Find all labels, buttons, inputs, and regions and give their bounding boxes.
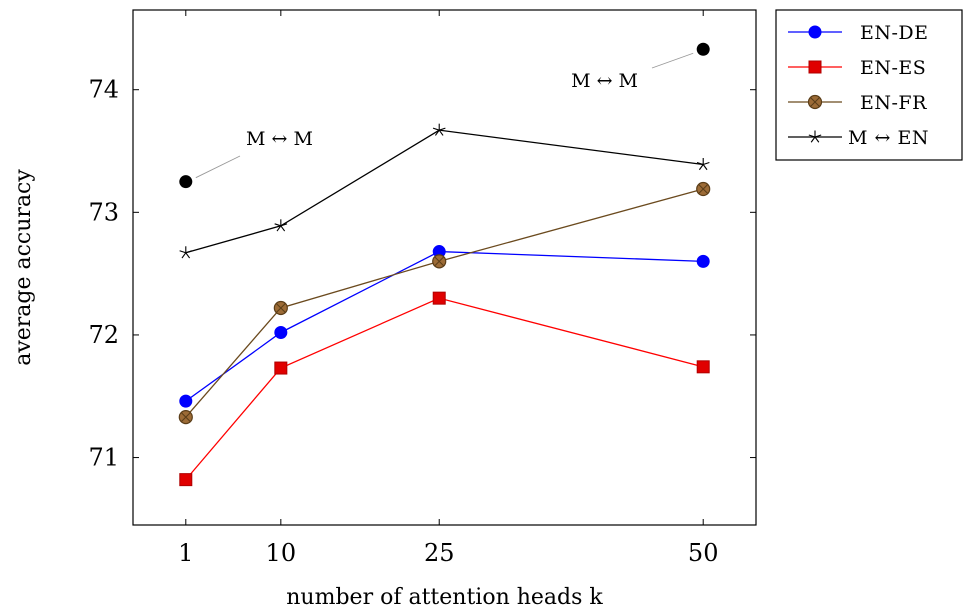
annotation-label: M ↔ M	[246, 128, 313, 150]
legend-label: EN-DE	[860, 22, 929, 44]
legend-marker	[807, 94, 823, 110]
x-axis-title: number of attention heads k	[286, 585, 603, 610]
x-tick-label: 1	[178, 539, 193, 567]
data-point	[432, 254, 447, 269]
marker-star-arm	[434, 129, 440, 136]
data-point	[696, 254, 710, 268]
data-point	[696, 181, 711, 197]
legend-item: M ↔ EN	[788, 127, 929, 149]
marker-star-arm	[274, 223, 282, 227]
marker-circle	[179, 394, 193, 408]
legend-label: EN-ES	[860, 57, 926, 79]
marker-square	[274, 361, 288, 375]
marker-star-arm	[814, 136, 820, 143]
marker-square	[432, 291, 446, 305]
data-point	[179, 246, 193, 259]
annotation-label: M ↔ M	[571, 70, 638, 92]
series-line	[185, 250, 704, 402]
annotation: M ↔ M	[179, 128, 313, 189]
legend-item: EN-ES	[788, 57, 926, 79]
legend-marker	[808, 60, 822, 74]
x-tick-label: 25	[424, 539, 455, 567]
marker-star-arm	[280, 225, 286, 232]
data-point	[274, 361, 288, 375]
marker-star-arm	[439, 127, 446, 131]
marker-cross	[698, 184, 709, 194]
marker-star-arm	[276, 225, 282, 232]
data-point	[178, 409, 193, 425]
series-line	[185, 297, 704, 481]
marker-square	[696, 360, 710, 374]
y-axis-title: average accuracy	[11, 169, 36, 366]
marker-star-arm	[703, 161, 710, 166]
data-point	[179, 473, 193, 487]
marker-cross	[275, 303, 286, 313]
annotation-point	[696, 42, 710, 56]
legend-item: EN-DE	[788, 22, 929, 44]
series-line	[185, 129, 704, 254]
annotation-leader	[651, 52, 694, 69]
marker-square	[808, 60, 822, 74]
x-tick-label: 10	[266, 539, 297, 567]
legend-marker	[808, 25, 822, 39]
marker-star-arm	[432, 127, 440, 131]
legend-label: EN-FR	[860, 92, 927, 114]
y-tick-label: 72	[88, 321, 119, 349]
marker-star-arm	[185, 250, 193, 254]
series-en-es	[179, 291, 710, 487]
marker-star-arm	[438, 129, 444, 136]
marker-star-arm	[698, 164, 704, 171]
legend-frame	[775, 9, 963, 161]
marker-star-arm	[185, 252, 191, 259]
annotation: M ↔ M	[571, 42, 710, 92]
marker-star-arm	[179, 250, 186, 254]
marker-cross	[434, 256, 445, 267]
marker-star-arm	[702, 164, 708, 171]
data-point	[696, 158, 710, 171]
data-point	[274, 325, 288, 339]
legend-marker	[808, 130, 822, 143]
y-tick-label: 71	[88, 444, 119, 472]
annotation-leader	[195, 155, 241, 179]
marker-star-arm	[280, 223, 288, 227]
marker-star-arm	[810, 136, 816, 143]
series-line	[185, 188, 704, 418]
marker-cross	[810, 97, 820, 107]
series-en-de	[179, 245, 710, 408]
marker-star-arm	[696, 161, 704, 166]
marker-circle	[274, 325, 288, 339]
data-point	[696, 360, 710, 374]
y-tick-label: 73	[88, 198, 119, 226]
marker-circle	[808, 25, 822, 39]
annotation-point	[179, 175, 193, 189]
data-point	[274, 219, 288, 232]
series-m-en	[179, 123, 710, 259]
data-point	[273, 300, 288, 316]
marker-star-arm	[181, 252, 187, 259]
marker-cross	[180, 412, 191, 422]
marker-square	[179, 473, 193, 487]
data-point	[432, 291, 446, 305]
marker-star-arm	[808, 134, 816, 138]
series-en-fr	[178, 181, 711, 425]
legend-item: EN-FR	[788, 92, 927, 114]
legend-label: M ↔ EN	[848, 127, 929, 149]
data-point	[432, 123, 446, 136]
plot-frame	[132, 9, 757, 526]
legend: EN-DE EN-ES EN-FR M ↔ EN	[775, 9, 963, 161]
y-tick-label: 74	[88, 76, 119, 104]
data-point	[179, 394, 193, 408]
x-tick-label: 50	[688, 539, 719, 567]
marker-star-arm	[814, 134, 822, 138]
marker-circle	[696, 254, 710, 268]
